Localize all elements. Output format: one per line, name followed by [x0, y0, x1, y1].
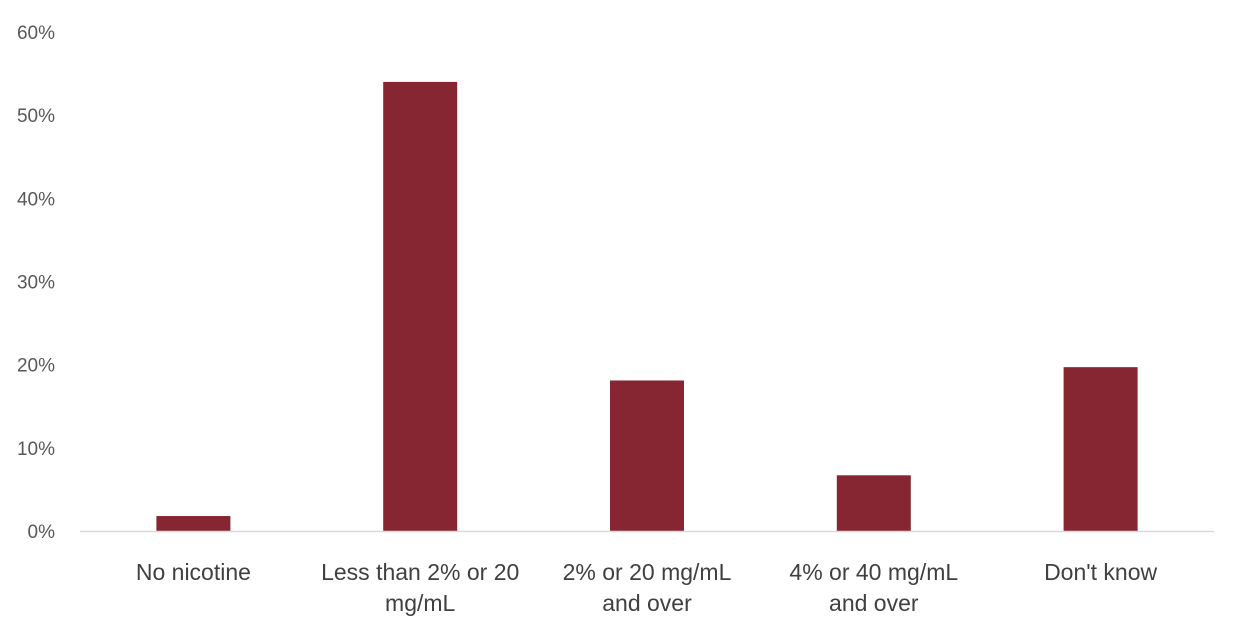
bar: [156, 516, 231, 531]
x-tick-label: No nicotine: [136, 559, 251, 585]
bar: [383, 81, 458, 532]
y-axis-ticks: 0% 10% 20% 30% 40% 50% 60%: [17, 23, 55, 543]
x-axis-labels: No nicotine Less than 2% or 20 mg/mL 2% or …: [136, 559, 1158, 616]
x-tick-label-line: 2% or 20 mg/mL: [563, 559, 732, 585]
x-tick-label: Don't know: [1044, 559, 1157, 585]
x-tick-label-line: No nicotine: [136, 559, 251, 585]
x-tick-label: 4% or 40 mg/mL and over: [789, 559, 958, 616]
y-tick-label: 50%: [17, 106, 55, 127]
x-tick-label-line: and over: [829, 590, 919, 616]
y-tick-label: 60%: [17, 23, 55, 44]
bar: [836, 475, 911, 531]
x-tick-label-line: and over: [602, 590, 692, 616]
x-tick-label-line: 4% or 40 mg/mL: [789, 559, 958, 585]
x-tick-label: 2% or 20 mg/mL and over: [563, 559, 732, 616]
x-tick-label-line: mg/mL: [385, 590, 456, 616]
bar: [1063, 367, 1138, 531]
bar: [610, 380, 684, 531]
y-tick-label: 0%: [28, 522, 56, 543]
x-tick-label: Less than 2% or 20 mg/mL: [321, 559, 519, 616]
y-tick-label: 30%: [17, 273, 55, 294]
x-tick-label-line: Less than 2% or 20: [321, 559, 519, 585]
y-tick-label: 40%: [17, 189, 55, 210]
bars: [156, 81, 1138, 532]
y-tick-label: 20%: [17, 356, 55, 377]
x-tick-label-line: Don't know: [1044, 559, 1157, 585]
y-tick-label: 10%: [17, 439, 55, 460]
